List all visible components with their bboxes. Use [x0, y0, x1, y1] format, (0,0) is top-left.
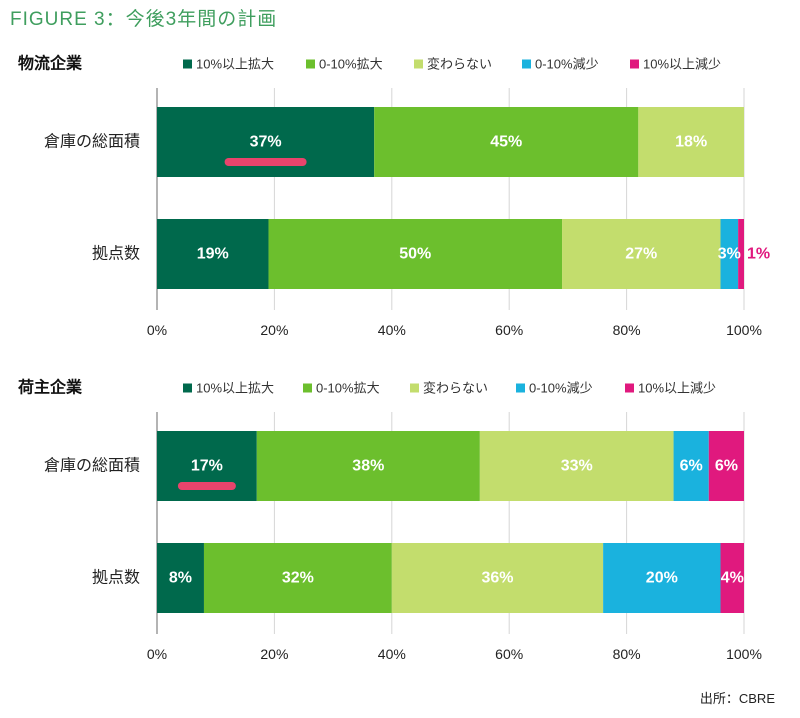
- data-label: 8%: [169, 570, 192, 587]
- bar-segment: [268, 219, 563, 289]
- legend-swatch: [303, 383, 312, 393]
- bar-segment: [374, 107, 639, 177]
- chart-title: 荷主企業: [18, 378, 83, 397]
- bar-segment: [479, 431, 674, 501]
- bar-segment: [603, 543, 721, 613]
- legend-label: 0-10%拡大: [316, 381, 380, 396]
- data-label: 38%: [352, 458, 384, 475]
- data-label: 3%: [718, 246, 741, 263]
- category-label: 倉庫の総面積: [44, 457, 140, 475]
- bar-segment: [738, 219, 744, 289]
- x-tick-label: 80%: [613, 646, 641, 662]
- data-label: 27%: [625, 246, 657, 263]
- x-tick-label: 0%: [147, 646, 167, 662]
- bar-segment: [638, 107, 744, 177]
- bar-segment: [720, 543, 744, 613]
- bar-segment: [708, 431, 744, 501]
- data-label: 6%: [715, 458, 738, 475]
- legend: 10%以上拡大 0-10%拡大 変わらない 0-10%減少 10%以上減少: [183, 57, 721, 72]
- x-tick-label: 60%: [495, 322, 523, 338]
- source-note: 出所：CBRE: [699, 691, 775, 706]
- bar-segment: [391, 543, 604, 613]
- x-tick-label: 40%: [378, 646, 406, 662]
- data-label: 6%: [680, 458, 703, 475]
- legend-item: 10%以上減少: [625, 381, 716, 396]
- x-tick-label: 40%: [378, 322, 406, 338]
- figure-title: FIGURE 3：今後3年間の計画: [10, 9, 278, 30]
- legend-item: 0-10%減少: [516, 381, 593, 396]
- category-label: 拠点数: [92, 245, 140, 263]
- data-label: 20%: [646, 570, 678, 587]
- chart-title: 物流企業: [18, 54, 83, 73]
- data-label: 45%: [490, 134, 522, 151]
- x-tick-label: 100%: [726, 646, 762, 662]
- legend-swatch: [183, 59, 192, 69]
- bar-segment: [157, 543, 204, 613]
- legend: 10%以上拡大 0-10%拡大 変わらない 0-10%減少 10%以上減少: [183, 381, 716, 396]
- legend-label: 0-10%減少: [535, 57, 599, 72]
- legend-label: 10%以上拡大: [196, 381, 274, 396]
- x-tick-label: 100%: [726, 322, 762, 338]
- legend-item: 10%以上減少: [630, 57, 721, 72]
- legend-label: 0-10%減少: [529, 381, 593, 396]
- legend-swatch: [414, 59, 423, 69]
- bar-segment: [562, 219, 721, 289]
- legend-item: 変わらない: [414, 57, 492, 72]
- data-label: 1%: [747, 246, 770, 263]
- x-tick-label: 60%: [495, 646, 523, 662]
- x-tick-label: 20%: [260, 322, 288, 338]
- data-label: 19%: [197, 246, 229, 263]
- legend-label: 10%以上減少: [638, 381, 716, 396]
- legend-item: 10%以上拡大: [183, 381, 274, 396]
- legend-item: 10%以上拡大: [183, 57, 274, 72]
- legend-label: 10%以上減少: [643, 57, 721, 72]
- stacked-bar-chart-1: 物流企業 10%以上拡大 0-10%拡大 変わらない 0-10%減少 10%以上減少 0% 2…: [18, 54, 770, 339]
- x-tick-label: 0%: [147, 322, 167, 338]
- legend-item: 変わらない: [410, 381, 488, 396]
- data-label: 37%: [250, 134, 282, 151]
- legend-item: 0-10%拡大: [303, 381, 380, 396]
- legend-label: 10%以上拡大: [196, 57, 274, 72]
- stacked-bar-chart-2: 荷主企業 10%以上拡大 0-10%拡大 変わらない 0-10%減少 10%以上減少 0% 2…: [18, 378, 762, 663]
- legend-swatch: [410, 383, 419, 393]
- bar-segment: [720, 219, 739, 289]
- legend-label: 0-10%拡大: [319, 57, 383, 72]
- legend-swatch: [522, 59, 531, 69]
- data-label: 18%: [675, 134, 707, 151]
- data-label: 17%: [191, 458, 223, 475]
- category-label: 倉庫の総面積: [44, 133, 140, 151]
- x-tick-label: 20%: [260, 646, 288, 662]
- legend-swatch: [630, 59, 639, 69]
- legend-swatch: [516, 383, 525, 393]
- legend-item: 0-10%減少: [522, 57, 599, 72]
- data-label: 4%: [721, 570, 744, 587]
- category-label: 拠点数: [92, 569, 140, 587]
- data-label: 36%: [481, 570, 513, 587]
- x-tick-label: 80%: [613, 322, 641, 338]
- data-label: 32%: [282, 570, 314, 587]
- bar-segment: [256, 431, 480, 501]
- legend-swatch: [625, 383, 634, 393]
- legend-item: 0-10%拡大: [306, 57, 383, 72]
- bar-segment: [203, 543, 392, 613]
- legend-swatch: [183, 383, 192, 393]
- legend-label: 変わらない: [423, 381, 488, 396]
- legend-swatch: [306, 59, 315, 69]
- bar-segment: [673, 431, 709, 501]
- legend-label: 変わらない: [427, 57, 492, 72]
- data-label: 50%: [399, 246, 431, 263]
- data-label: 33%: [561, 458, 593, 475]
- bar-segment: [157, 219, 269, 289]
